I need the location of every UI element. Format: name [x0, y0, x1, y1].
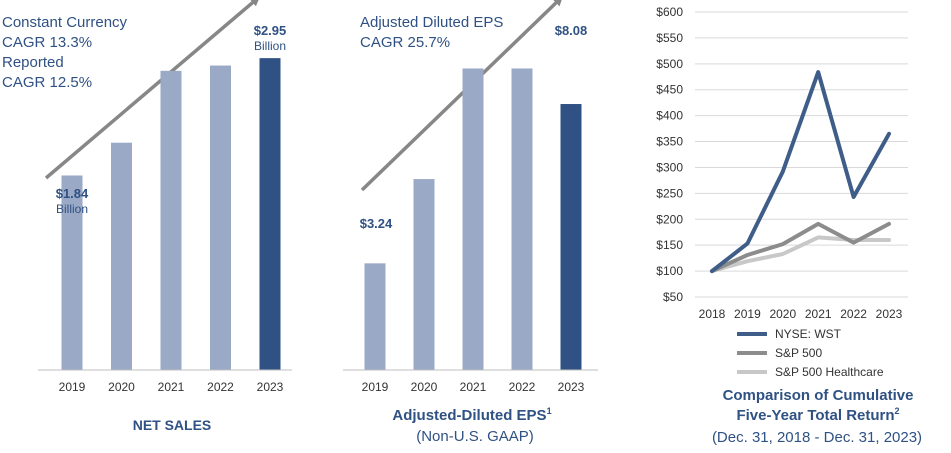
total-return-ytick-100: $100	[656, 264, 683, 278]
net-sales-bar-2023	[259, 58, 281, 371]
net-sales-chart: 2019 2020 2021 2022 2023 Constant Currency C…	[2, 0, 292, 433]
eps-xtick-2019: 2019	[362, 380, 389, 394]
total-return-xtick-2020: 2020	[769, 307, 796, 321]
total-return-title-footnote: 2	[895, 406, 900, 416]
total-return-ytick-250: $250	[656, 186, 683, 200]
net-sales-bar-2020	[111, 142, 132, 370]
total-return-xtick-2023: 2023	[876, 307, 903, 321]
legend-label-wst: NYSE: WST	[775, 327, 842, 341]
eps-xtick-2020: 2020	[411, 380, 438, 394]
total-return-xtick-2018: 2018	[699, 307, 726, 321]
net-sales-growth-arrow	[44, 0, 261, 180]
total-return-ytick-150: $150	[656, 238, 683, 252]
total-return-ytick-350: $350	[656, 135, 683, 149]
net-sales-cagr-label-3: Reported	[2, 54, 64, 71]
total-return-title-line1: Comparison of Cumulative	[723, 387, 914, 404]
total-return-ytick-600: $600	[656, 5, 683, 19]
eps-bar-2021	[462, 68, 484, 370]
eps-bar-2023	[560, 104, 582, 370]
eps-title-text: Adjusted-Diluted EPS	[392, 407, 546, 424]
net-sales-cagr-label-4: CAGR 12.5%	[2, 74, 92, 91]
legend-label-sp500-healthcare: S&P 500 Healthcare	[775, 365, 884, 379]
total-return-xtick-2021: 2021	[805, 307, 832, 321]
total-return-title-line2-text: Five-Year Total Return	[736, 407, 894, 424]
eps-chart: 2019 2020 2021 2022 2023 Adjusted Diluted EP…	[343, 0, 598, 445]
eps-cagr-label-2: CAGR 25.7%	[360, 34, 450, 51]
series-line-sp500-healthcare	[710, 235, 891, 274]
total-return-xtick-2022: 2022	[840, 307, 867, 321]
total-return-ytick-50: $50	[663, 290, 683, 304]
net-sales-start-unit: Billion	[56, 202, 88, 216]
total-return-ytick-300: $300	[656, 160, 683, 174]
net-sales-cagr-label-2: CAGR 13.3%	[2, 34, 92, 51]
eps-cagr-label-1: Adjusted Diluted EPS	[360, 14, 503, 31]
net-sales-xtick-2019: 2019	[59, 380, 86, 394]
total-return-subtitle: (Dec. 31, 2018 - Dec. 31, 2023)	[712, 429, 922, 446]
eps-xtick-2022: 2022	[509, 380, 536, 394]
net-sales-start-value: $1.84	[56, 186, 89, 201]
total-return-xtick-2019: 2019	[734, 307, 761, 321]
eps-growth-arrow	[360, 0, 564, 192]
net-sales-xtick-2022: 2022	[207, 380, 234, 394]
eps-bar-2020	[413, 179, 435, 370]
eps-xtick-2021: 2021	[460, 380, 487, 394]
eps-bar-2019	[364, 263, 386, 370]
net-sales-xtick-2023: 2023	[257, 380, 284, 394]
net-sales-cagr-label-1: Constant Currency	[2, 14, 128, 31]
net-sales-xtick-2021: 2021	[158, 380, 185, 394]
eps-subtitle: (Non-U.S. GAAP)	[416, 428, 534, 445]
eps-title-footnote: 1	[547, 406, 552, 416]
net-sales-bar-2021	[160, 70, 182, 370]
series-line-wst	[710, 70, 891, 274]
total-return-ytick-500: $500	[656, 57, 683, 71]
net-sales-bar-2019	[61, 175, 83, 370]
net-sales-end-value: $2.95	[254, 23, 287, 38]
legend-label-sp500: S&P 500	[775, 346, 822, 360]
net-sales-end-unit: Billion	[254, 39, 286, 53]
total-return-title-line2: Five-Year Total Return2	[736, 406, 899, 424]
net-sales-title: NET SALES	[133, 417, 212, 433]
eps-bar-2022	[511, 68, 533, 370]
eps-end-value: $8.08	[555, 23, 588, 38]
total-return-chart: $50 $100 $150 $200 $250 $300 $350 $400 $450 $500 $…	[656, 5, 922, 446]
total-return-ytick-550: $550	[656, 31, 683, 45]
eps-start-value: $3.24	[360, 216, 393, 231]
eps-xtick-2023: 2023	[558, 380, 585, 394]
eps-title: Adjusted-Diluted EPS1	[392, 406, 551, 424]
total-return-ytick-200: $200	[656, 212, 683, 226]
series-line-sp500	[710, 221, 891, 274]
total-return-ytick-400: $400	[656, 109, 683, 123]
net-sales-xtick-2020: 2020	[108, 380, 135, 394]
total-return-ytick-450: $450	[656, 83, 683, 97]
net-sales-bar-2022	[210, 65, 231, 371]
